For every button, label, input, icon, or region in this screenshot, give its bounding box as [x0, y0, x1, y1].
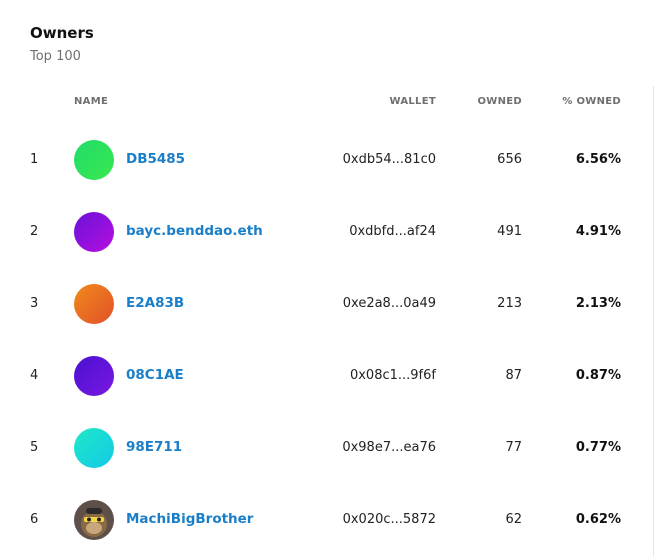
column-header-pct-owned[interactable]: % OWNED: [562, 96, 621, 107]
owner-name-link[interactable]: DB5485: [126, 151, 186, 167]
wallet-address: 0x08c1...9f6f: [349, 368, 436, 383]
owned-count: 491: [497, 224, 522, 239]
owned-count: 213: [497, 296, 522, 311]
wallet-address: 0x98e7...ea76: [342, 440, 436, 455]
ape-avatar-icon-svg: [74, 500, 114, 540]
gradient-avatar-icon[interactable]: [74, 428, 114, 468]
panel-title: Owners: [30, 24, 94, 42]
rank: 4: [30, 368, 39, 383]
owner-name-link[interactable]: E2A83B: [126, 295, 185, 311]
owner-row[interactable]: 1 DB5485 0xdb54...81c0 656 6.56%: [0, 139, 654, 183]
owned-count: 77: [505, 440, 522, 455]
rank: 5: [30, 440, 39, 455]
owner-row[interactable]: 3 E2A83B 0xe2a8...0a49 213 2.13%: [0, 283, 654, 327]
ape-avatar-icon[interactable]: [74, 500, 114, 540]
pct-owned: 4.91%: [575, 224, 621, 239]
column-header-wallet[interactable]: WALLET: [389, 96, 436, 107]
pct-owned: 0.87%: [575, 368, 621, 383]
owned-count: 62: [505, 512, 522, 527]
pct-owned: 0.77%: [575, 440, 621, 455]
wallet-address: 0xdbfd...af24: [349, 224, 436, 239]
gradient-avatar-icon[interactable]: [74, 356, 114, 396]
wallet-address: 0x020c...5872: [342, 512, 436, 527]
rank: 2: [30, 224, 39, 239]
owned-count: 87: [505, 368, 522, 383]
column-header-owned[interactable]: OWNED: [477, 96, 522, 107]
owner-name-link[interactable]: 08C1AE: [126, 367, 184, 383]
gradient-avatar-icon[interactable]: [74, 212, 114, 252]
pct-owned: 6.56%: [575, 152, 621, 167]
rank: 1: [30, 152, 39, 167]
wallet-address: 0xe2a8...0a49: [342, 296, 436, 311]
rank: 3: [30, 296, 39, 311]
gradient-avatar-icon[interactable]: [74, 284, 114, 324]
pct-owned: 2.13%: [575, 296, 621, 311]
owner-row[interactable]: 4 08C1AE 0x08c1...9f6f 87 0.87%: [0, 355, 654, 399]
wallet-address: 0xdb54...81c0: [342, 152, 436, 167]
pct-owned: 0.62%: [575, 512, 621, 527]
owner-name-link[interactable]: MachiBigBrother: [126, 511, 254, 527]
owner-name-link[interactable]: bayc.benddao.eth: [126, 223, 263, 239]
owned-count: 656: [497, 152, 522, 167]
panel-subtitle: Top 100: [30, 49, 81, 64]
rank: 6: [30, 512, 39, 527]
column-header-name[interactable]: NAME: [74, 96, 109, 107]
owner-name-link[interactable]: 98E711: [126, 439, 183, 455]
owner-row[interactable]: 6 MachiBigBrother 0x020c...5872 62 0.62%: [0, 499, 654, 543]
gradient-avatar-icon[interactable]: [74, 140, 114, 180]
owner-row[interactable]: 5 98E711 0x98e7...ea76 77 0.77%: [0, 427, 654, 471]
owner-row[interactable]: 2 bayc.benddao.eth 0xdbfd...af24 491 4.9…: [0, 211, 654, 255]
